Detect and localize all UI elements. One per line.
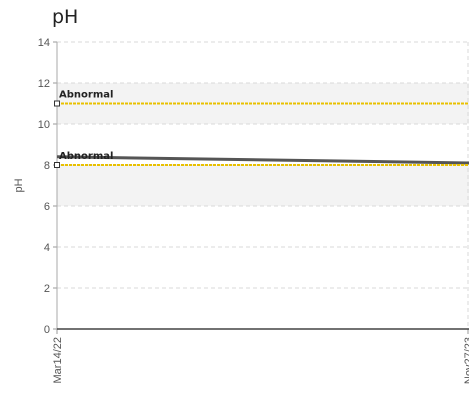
y-tick-label: 0 <box>44 324 50 336</box>
y-axis-title: pH <box>13 178 25 192</box>
y-tick-label: 12 <box>38 78 50 90</box>
y-tick-label: 2 <box>44 283 50 295</box>
reference-marker <box>54 162 60 168</box>
y-tick-label: 10 <box>38 119 50 131</box>
y-tick-label: 6 <box>44 201 50 213</box>
x-tick-label: Mar14/22 <box>52 337 64 383</box>
y-tick-label: 8 <box>44 160 50 172</box>
y-tick-label: 14 <box>38 37 50 49</box>
x-tick-label: Nov27/23 <box>463 337 469 384</box>
series-line <box>56 155 469 165</box>
reference-line-label: Abnormal <box>59 151 113 162</box>
reference-marker <box>54 100 60 107</box>
shaded-band <box>57 165 469 206</box>
reference-line-label: Abnormal <box>59 90 113 101</box>
y-tick-label: 4 <box>44 242 50 254</box>
chart-title: pH <box>52 6 79 28</box>
